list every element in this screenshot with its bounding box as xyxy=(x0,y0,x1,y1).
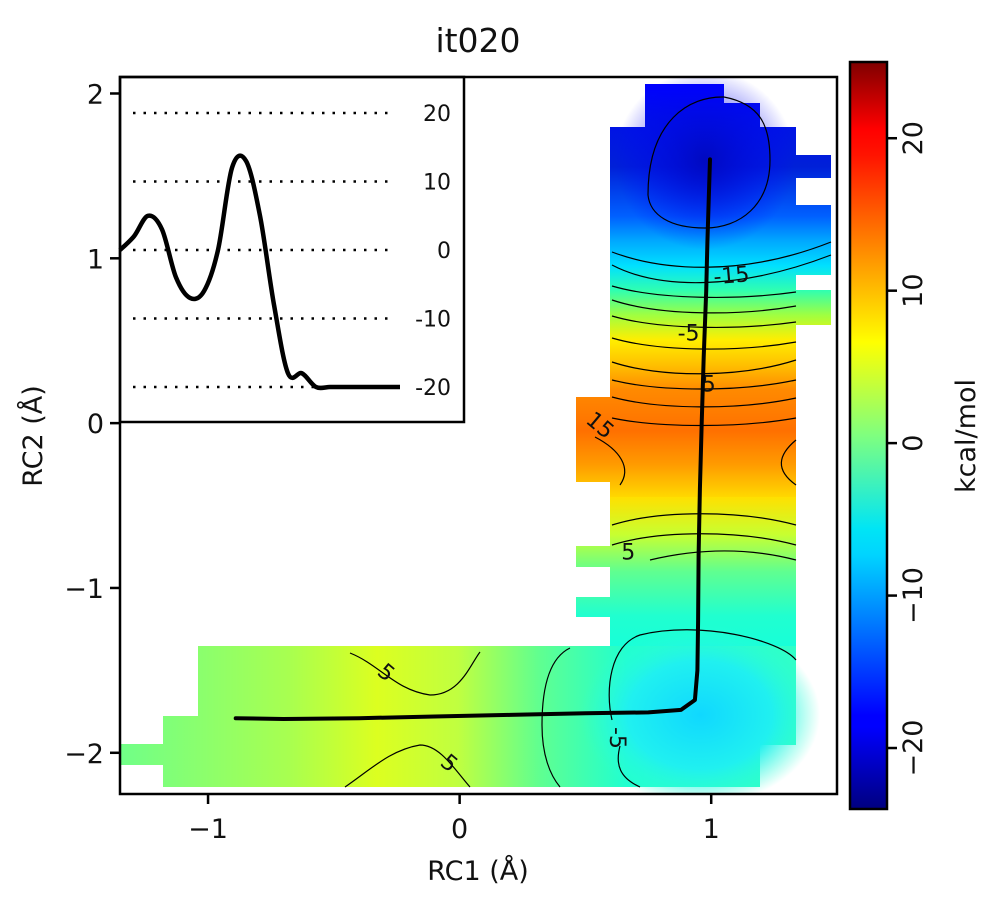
colorbar-tick-label: −20 xyxy=(898,720,929,777)
heatmap-lower-well xyxy=(580,625,820,794)
contour-line xyxy=(611,315,797,329)
contour-line xyxy=(611,285,797,299)
inset-gridlines xyxy=(133,111,392,389)
x-axis-label: RC1 (Å) xyxy=(427,855,529,887)
x-axis-ticks: −1 0 1 xyxy=(188,794,720,845)
inset-tick-label: -20 xyxy=(415,376,451,401)
contour-line xyxy=(649,550,797,561)
contour-line xyxy=(611,359,797,375)
inset-plot: 20 10 0 -10 -20 xyxy=(118,75,466,424)
heatmap-upper-well xyxy=(615,77,795,250)
contour-line xyxy=(617,745,641,788)
y-tick-label: 0 xyxy=(87,409,104,440)
contour-line xyxy=(647,96,771,229)
inset-profile-line xyxy=(118,153,400,391)
heatmap-lower-region xyxy=(576,497,796,646)
contour-label: 5 xyxy=(621,541,635,566)
contour-line xyxy=(594,436,626,486)
inset-tick-label: 0 xyxy=(437,239,451,264)
main-axes-frame xyxy=(118,75,839,796)
contour-line xyxy=(611,337,797,350)
colorbar-tick-label: 20 xyxy=(898,121,929,155)
contour-line xyxy=(780,439,797,486)
contour-label: -5 xyxy=(604,727,629,749)
contour-label: -15 xyxy=(712,262,750,290)
contour-label: 5 xyxy=(702,373,716,398)
y-tick-label: −2 xyxy=(64,739,104,770)
inset-tick-label: 20 xyxy=(423,102,451,127)
inset-tick-label: 10 xyxy=(423,171,451,196)
contour-line xyxy=(608,629,797,721)
colorbar-label: kcal/mol xyxy=(951,379,982,493)
chart-title: it020 xyxy=(435,21,520,60)
x-tick-label: 1 xyxy=(703,814,720,845)
inset-tick-label: -10 xyxy=(415,308,451,333)
y-tick-label: 2 xyxy=(87,79,104,110)
contour-line xyxy=(647,96,725,196)
minimum-energy-path xyxy=(233,157,712,721)
colorbar-ticks: −20 −10 0 10 20 xyxy=(887,121,929,777)
y-tick-label: 1 xyxy=(87,244,104,275)
contour-label: -5 xyxy=(678,321,700,346)
x-tick-label: 0 xyxy=(451,814,468,845)
colorbar-gradient xyxy=(848,60,889,811)
y-axis-ticks: −2 −1 0 1 2 xyxy=(64,79,120,770)
contour-line xyxy=(541,647,571,788)
colorbar-tick-label: −10 xyxy=(898,567,929,624)
x-tick-label: −1 xyxy=(188,814,228,845)
colorbar-tick-label: 10 xyxy=(898,273,929,307)
y-tick-label: −1 xyxy=(64,574,104,605)
contour-line xyxy=(344,744,471,788)
y-axis-label: RC2 (Å) xyxy=(17,385,49,487)
inset-y-ticks: 20 10 0 -10 -20 xyxy=(415,102,451,401)
colorbar-tick-label: 0 xyxy=(898,435,929,452)
contour-line xyxy=(349,651,481,696)
colorbar: −20 −10 0 10 20 kcal/mol xyxy=(848,60,982,811)
contour-line xyxy=(611,299,797,314)
